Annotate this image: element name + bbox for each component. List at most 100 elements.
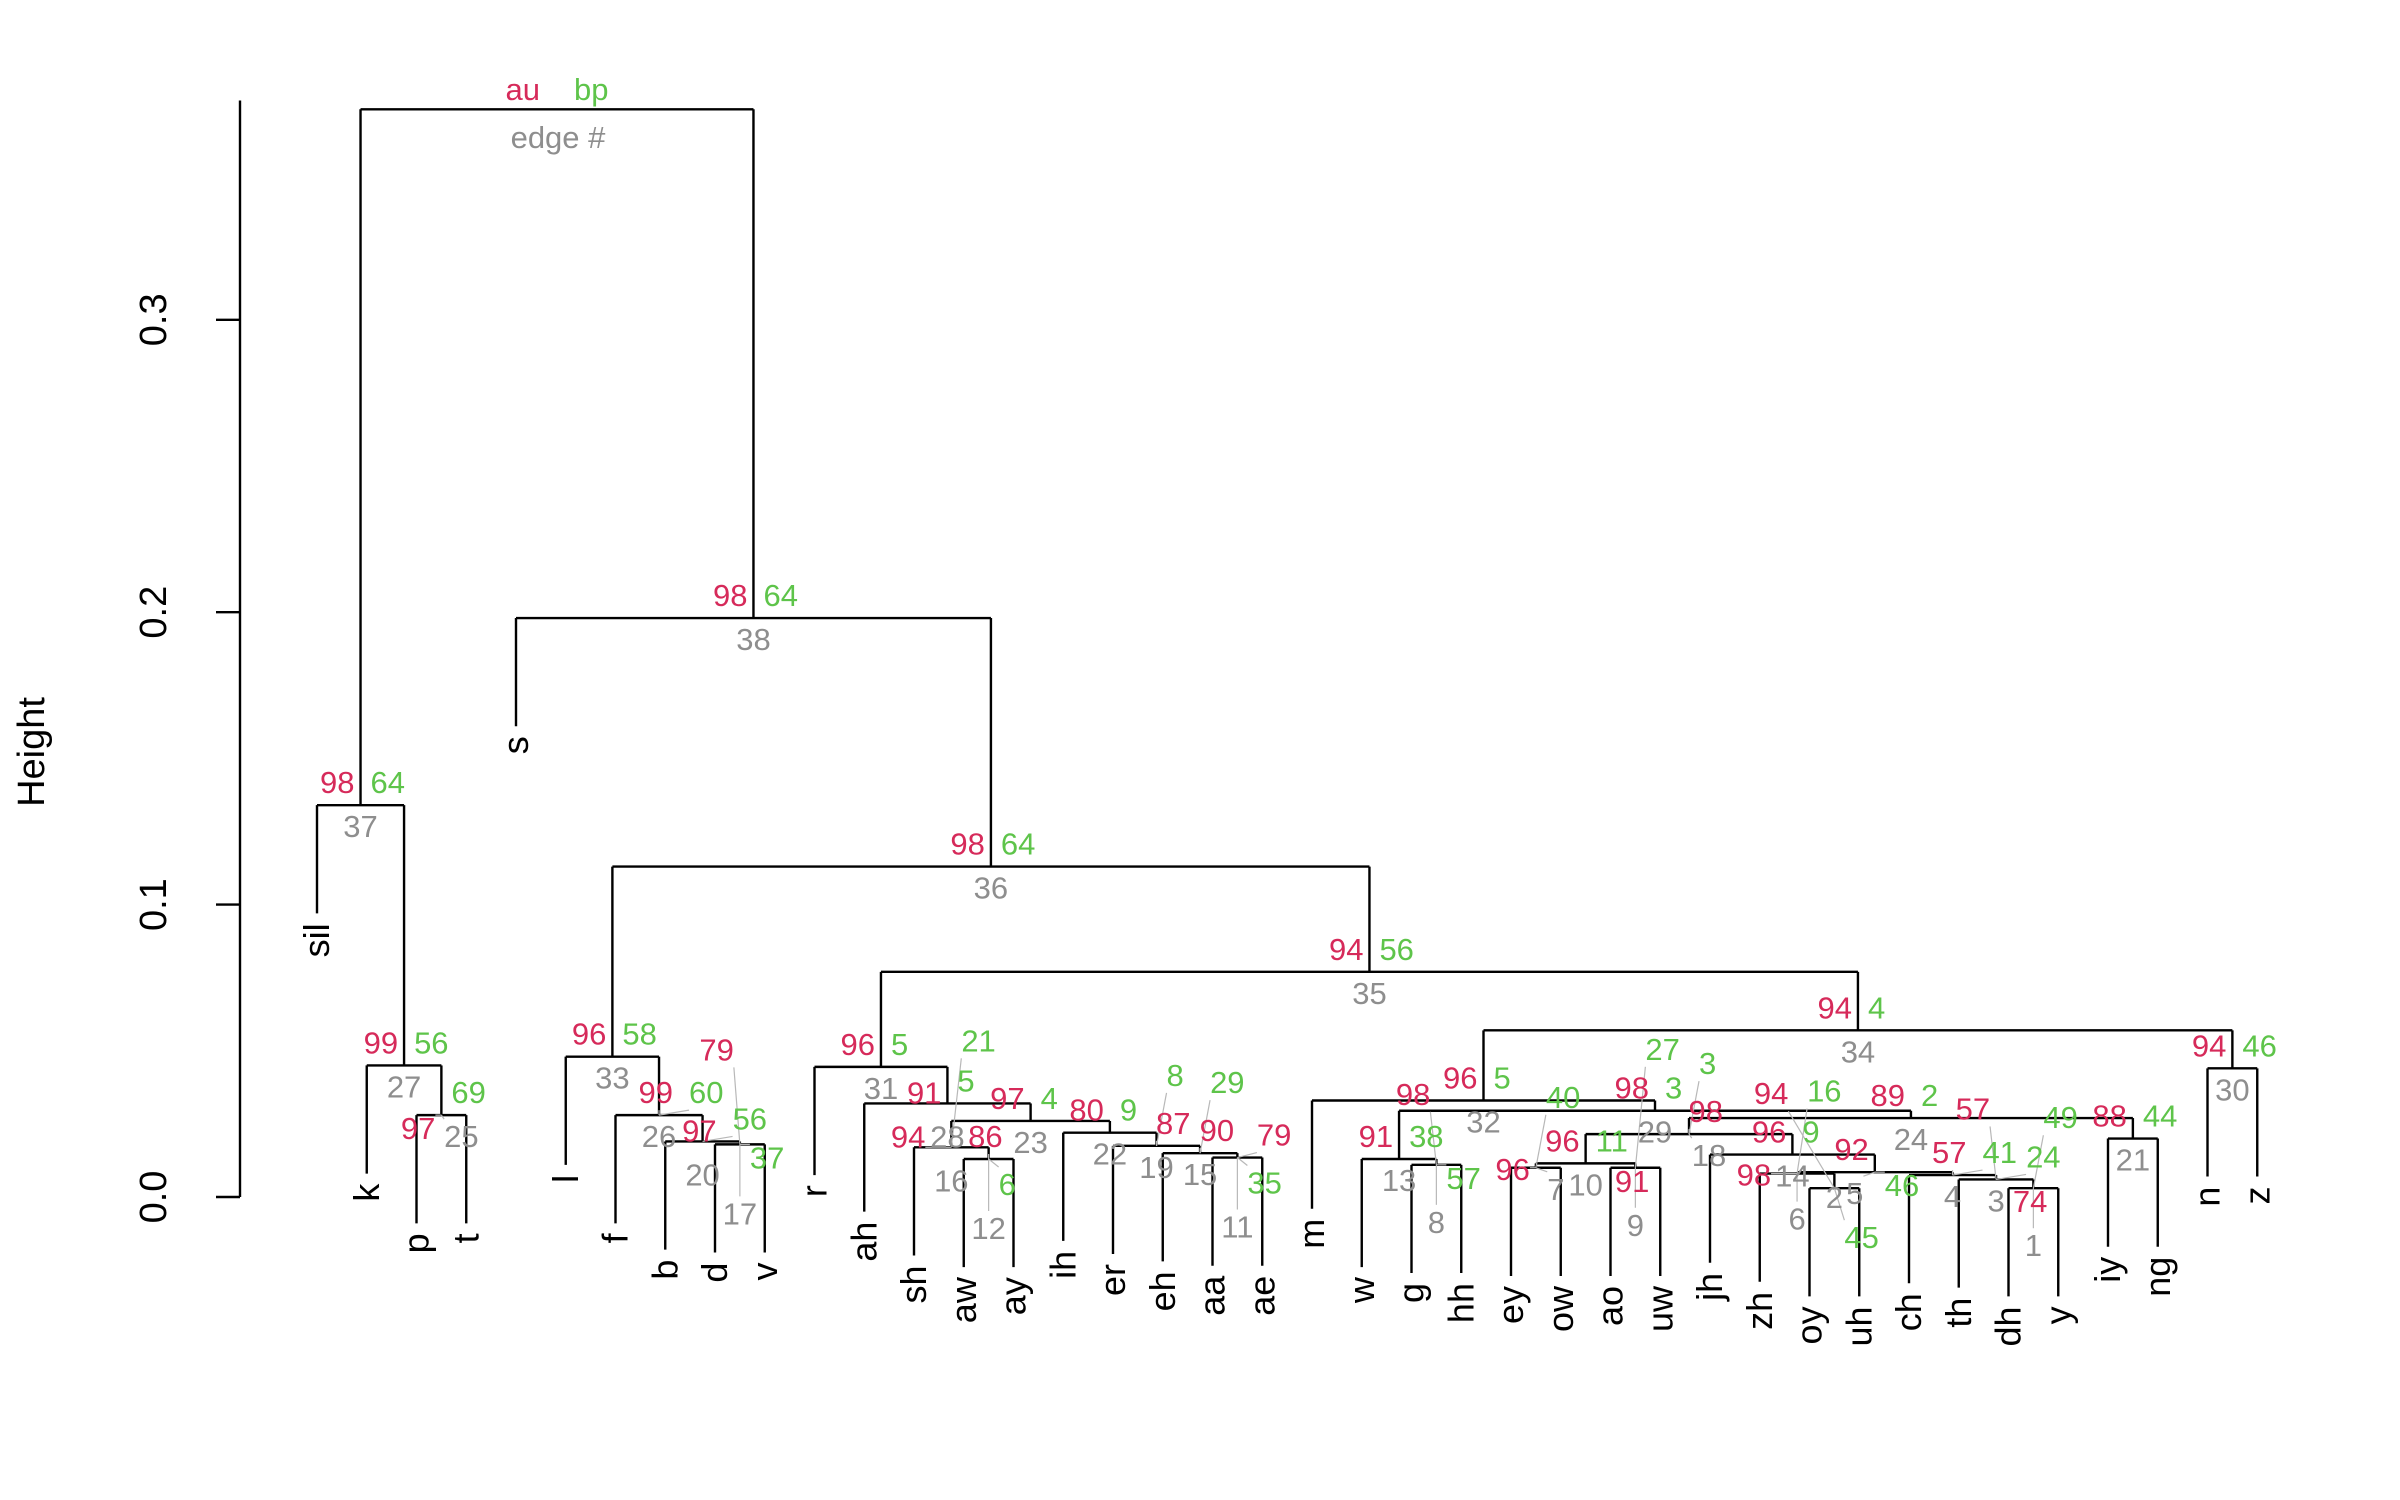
edge-number: 22	[1093, 1137, 1127, 1172]
bp-value: 41	[1983, 1135, 2017, 1170]
label-leader-line	[702, 1135, 733, 1143]
bp-value: 64	[763, 578, 797, 613]
au-value: 96	[1443, 1061, 1477, 1096]
label-leader-line	[1634, 1066, 1646, 1168]
edge-number: 10	[1568, 1167, 1602, 1202]
bp-value: 11	[1596, 1123, 1628, 1158]
leaf-label: ae	[1241, 1276, 1282, 1316]
edge-number: 25	[444, 1119, 478, 1154]
au-value: 88	[2092, 1099, 2126, 1134]
edge-number: 6	[1788, 1202, 1805, 1237]
leaf-label: r	[794, 1185, 835, 1197]
bp-value: 8	[1167, 1058, 1184, 1093]
leaf-label: b	[644, 1260, 685, 1280]
bp-value: 9	[1802, 1115, 1819, 1150]
edge-number: 8	[1428, 1205, 1445, 1240]
au-value: 87	[1156, 1106, 1190, 1141]
au-value: 86	[968, 1119, 1002, 1154]
edge-number: 2	[1826, 1180, 1843, 1215]
leaf-label: ah	[843, 1222, 884, 1262]
leaf-label: ih	[1042, 1251, 1083, 1279]
label-leader-line	[1688, 1133, 1693, 1139]
au-value: 98	[1615, 1071, 1649, 1106]
au-value: 94	[891, 1119, 925, 1154]
leaf-label: dh	[1988, 1306, 2029, 1346]
label-leader-line	[658, 1109, 690, 1116]
au-value: 79	[699, 1032, 733, 1067]
au-value: 57	[1932, 1135, 1966, 1170]
bp-value: 64	[1001, 827, 1035, 862]
leaf-label: w	[1341, 1276, 1382, 1304]
edge-number: 34	[1841, 1034, 1875, 1069]
leaf-label: jh	[1689, 1273, 1730, 1302]
au-value: 96	[1752, 1115, 1786, 1150]
leaf-label: oy	[1789, 1306, 1830, 1344]
au-value: 91	[1615, 1164, 1649, 1199]
leaf-label: f	[595, 1232, 636, 1243]
bp-value: 2	[1921, 1078, 1938, 1113]
bp-value: 45	[1844, 1220, 1878, 1255]
au-value: 94	[1817, 990, 1851, 1025]
au-value: 74	[2013, 1184, 2047, 1219]
leaf-label: y	[2037, 1306, 2078, 1324]
leaf-label: hh	[1440, 1283, 1481, 1323]
bp-value: 4	[1868, 990, 1885, 1025]
y-axis-label: Height	[11, 697, 53, 807]
leaf-label: er	[1092, 1264, 1133, 1296]
bp-value: 37	[750, 1140, 784, 1175]
y-tick-label: 0.3	[133, 293, 175, 346]
leaf-label: ng	[2137, 1257, 2178, 1297]
edge-number: 23	[1013, 1125, 1047, 1160]
bp-value: 58	[622, 1017, 656, 1052]
au-value: 90	[1200, 1113, 1234, 1148]
au-value: 91	[1359, 1119, 1393, 1154]
edge-number: 35	[1352, 976, 1386, 1011]
label-leader-line	[1535, 1167, 1548, 1173]
bp-value: 4	[1041, 1081, 1058, 1116]
label-leader-line	[1989, 1126, 1997, 1180]
leaf-label: ey	[1490, 1286, 1531, 1324]
bp-value: 24	[2026, 1139, 2060, 1174]
au-value: 98	[1396, 1077, 1430, 1112]
label-leader-lines	[435, 1058, 2044, 1229]
label-leader-line	[733, 1067, 741, 1145]
leaf-label: z	[2236, 1187, 2277, 1205]
edge-number: 4	[1944, 1179, 1961, 1214]
edge-number: 29	[1638, 1115, 1672, 1150]
au-value: 94	[2192, 1028, 2226, 1063]
bp-value: 5	[1494, 1061, 1511, 1096]
au-value: 89	[1870, 1078, 1904, 1113]
au-value: 98	[1737, 1158, 1771, 1193]
edge-number: 33	[595, 1061, 629, 1096]
bp-value: 56	[1379, 932, 1413, 967]
au-value: 97	[990, 1081, 1024, 1116]
edge-number: 21	[2116, 1143, 2150, 1178]
bp-value: 69	[451, 1075, 485, 1110]
leaf-label: s	[495, 736, 536, 754]
edge-number: 12	[971, 1211, 1005, 1246]
leaf-label: k	[346, 1183, 387, 1202]
label-leader-line	[1952, 1169, 1983, 1176]
bp-value: 16	[1807, 1074, 1841, 1109]
leaf-label: t	[445, 1233, 486, 1243]
leaf-label: p	[396, 1233, 437, 1253]
bp-value: 49	[2043, 1100, 2077, 1135]
bp-value: 5	[891, 1027, 908, 1062]
edge-number: 26	[642, 1119, 676, 1154]
edge-number: 3	[1987, 1183, 2004, 1218]
bp-value: 9	[1120, 1093, 1137, 1128]
edge-number: 17	[723, 1196, 757, 1231]
bp-value: 5	[957, 1063, 974, 1098]
bp-value: 3	[1665, 1071, 1682, 1106]
edge-number: 36	[974, 871, 1008, 906]
edge-number: 16	[934, 1163, 968, 1198]
bp-value: 46	[2242, 1028, 2276, 1063]
au-value: 96	[1495, 1152, 1529, 1187]
bp-value: 44	[2143, 1099, 2177, 1134]
edge-number: 20	[685, 1157, 719, 1192]
au-value: 79	[1257, 1118, 1291, 1153]
y-tick-label: 0.0	[133, 1171, 175, 1224]
edge-number: 24	[1894, 1122, 1928, 1157]
